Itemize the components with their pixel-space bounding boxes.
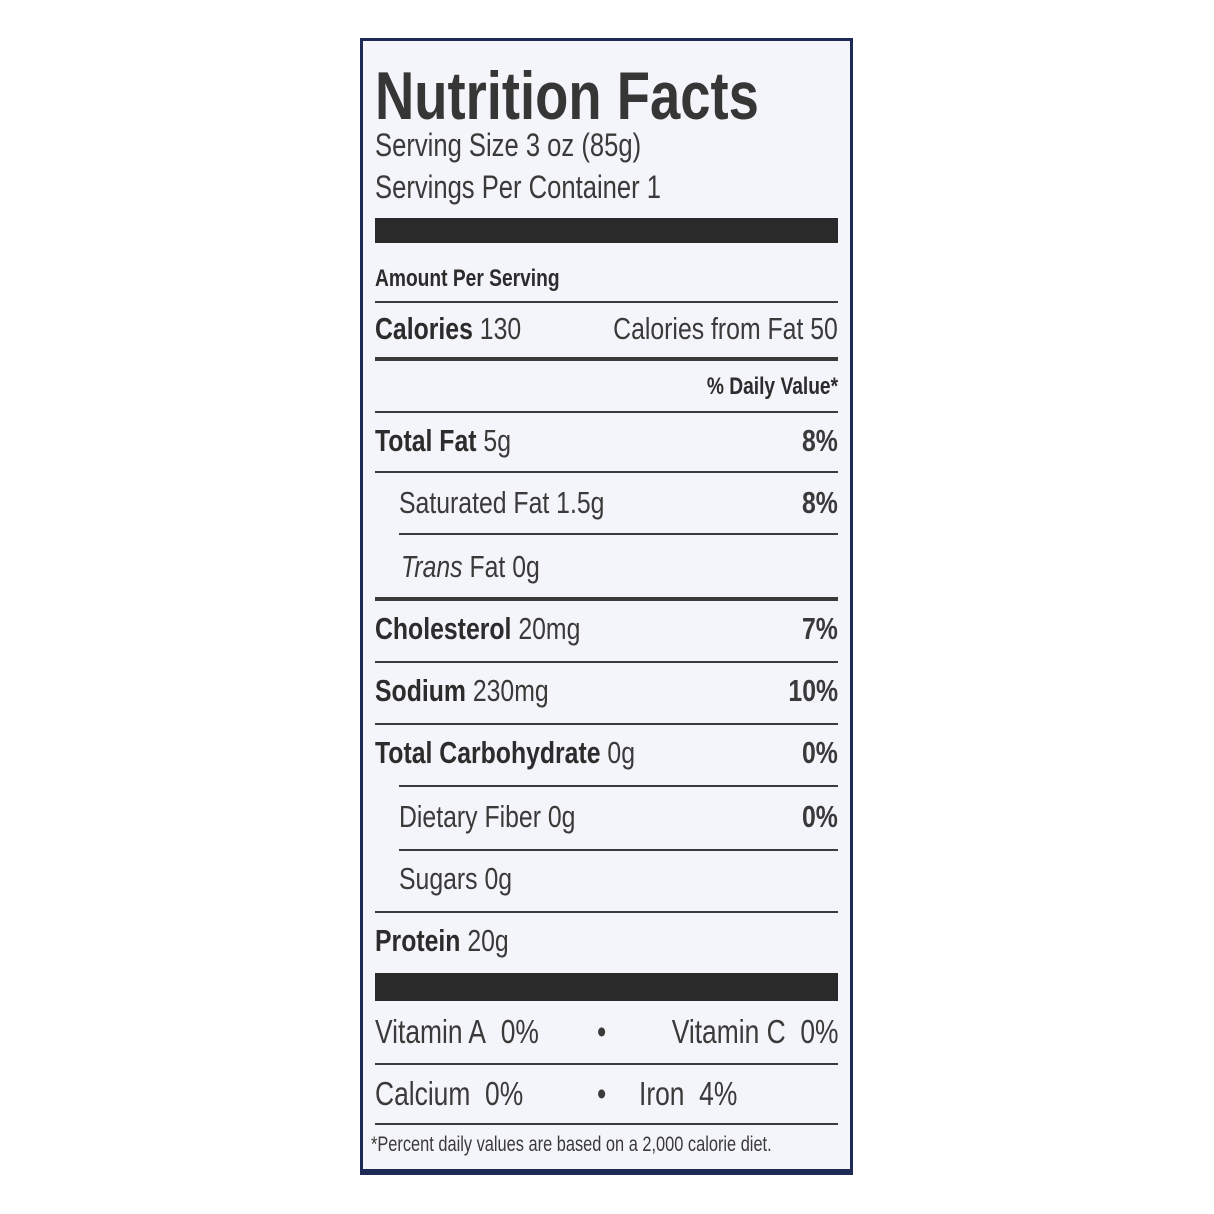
divider [375,661,838,663]
vitamin-row: Calcium 0% • Iron 4% [375,1075,838,1113]
nutrients-6-amount: 0g [547,799,576,834]
nutrient-row: Sodium 230mg 10% [375,673,838,709]
vitamins-1-name: Vitamin C [671,1013,786,1050]
vitamins-3-dv: 4% [699,1075,738,1112]
nutrients-2-amount: 0g [512,549,540,584]
nutrients-7-amount: 0g [484,861,513,896]
nutrients-3-dv: 7% [802,611,838,646]
thick-divider [375,973,838,1001]
nutrients-5-dv: 0% [802,735,838,770]
nutrients-6-name: Dietary Fiber [399,799,541,834]
divider [399,849,838,851]
divider [399,785,838,787]
nutrient-row: Saturated Fat 1.5g 8% [399,485,838,521]
nutrients-5-name: Total Carbohydrate [375,735,601,770]
nutrient-row: Cholesterol 20mg 7% [375,611,838,647]
calories-value: 130 [479,311,522,346]
divider [399,533,838,535]
nutrient-row: Trans Fat 0g [401,549,838,585]
nutrient-row: Sugars 0g [399,861,838,897]
daily-value-header: % Daily Value* [706,373,838,400]
nutrients-8-name: Protein [375,923,461,958]
nutrients-1-dv: 8% [802,485,838,520]
nutrients-0-name: Total Fat [375,423,477,458]
nutrient-row: Protein 20g [375,923,838,959]
vitamin-row: Vitamin A 0% • Vitamin C 0% [375,1013,838,1051]
divider [375,411,838,413]
nutrients-3-name: Cholesterol [375,611,512,646]
thick-divider [375,218,838,243]
vitamins-0-name: Vitamin A [375,1013,487,1050]
divider [375,597,838,601]
nutrients-4-amount: 230mg [472,673,549,708]
nutrition-facts-label: Nutrition Facts Serving Size 3 oz (85g) … [360,38,853,1175]
nutrients-4-name: Sodium [375,673,466,708]
nutrients-1-name: Saturated Fat [399,485,550,520]
nutrients-8-amount: 20g [467,923,509,958]
divider [375,1063,838,1065]
nutrients-7-name: Sugars [399,861,478,896]
calories-label: Calories [375,311,473,346]
nutrients-3-amount: 20mg [518,611,581,646]
nutrients-2-name: Trans [401,549,463,584]
vitamins-3-name: Iron [639,1075,685,1112]
nutrient-row: Total Fat 5g 8% [375,423,838,459]
nutrient-row: Dietary Fiber 0g 0% [399,799,838,835]
calories-row: Calories 130 Calories from Fat 50 [375,311,838,347]
servings-per-container: Servings Per Container 1 [375,169,662,205]
vitamins-1-dv: 0% [799,1013,838,1050]
serving-size: Serving Size 3 oz (85g) [375,127,642,163]
divider [375,723,838,725]
nutrients-1-amount: 1.5g [556,485,605,520]
bullet: • [597,1013,607,1050]
vitamins-2-name: Calcium [375,1075,471,1112]
calories-from-fat: 50 [810,311,838,346]
vitamins-2-dv: 0% [485,1075,524,1112]
divider [375,301,838,303]
divider [375,911,838,913]
amount-per-serving: Amount Per Serving [375,265,560,292]
nutrients-0-amount: 5g [483,423,511,458]
nutrients-6-dv: 0% [802,799,838,834]
bullet: • [597,1075,607,1112]
divider [375,1123,838,1125]
divider [375,471,838,473]
divider [375,357,838,361]
label-title: Nutrition Facts [375,58,759,134]
nutrients-4-dv: 10% [788,673,838,708]
vitamins-0-dv: 0% [500,1013,539,1050]
nutrient-row: Total Carbohydrate 0g 0% [375,735,838,771]
calories-from_fat_label: Calories from Fat [613,311,804,346]
nutrients-2-name_suffix: Fat [469,549,506,584]
nutrients-0-dv: 8% [802,423,838,458]
footnote: *Percent daily values are based on a 2,0… [371,1133,772,1156]
nutrients-5-amount: 0g [607,735,636,770]
